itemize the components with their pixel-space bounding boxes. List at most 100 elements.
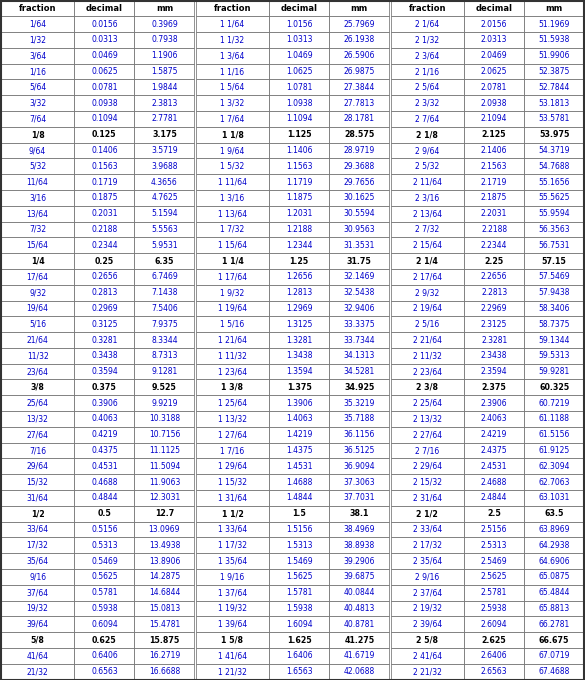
- Bar: [135, 48, 194, 64]
- Text: 21/64: 21/64: [27, 335, 49, 345]
- Bar: [74, 553, 135, 569]
- Bar: [195, 143, 269, 158]
- Text: 38.1: 38.1: [350, 509, 369, 518]
- Bar: [195, 190, 269, 206]
- Bar: [195, 379, 269, 395]
- Bar: [524, 16, 584, 32]
- Bar: [524, 600, 584, 616]
- Bar: [391, 253, 464, 269]
- Text: 1 3/16: 1 3/16: [221, 193, 245, 203]
- Bar: [195, 616, 269, 632]
- Bar: [1, 648, 74, 664]
- Text: 2.2031: 2.2031: [481, 209, 507, 218]
- Bar: [195, 301, 269, 316]
- Text: 2 5/32: 2 5/32: [415, 162, 439, 171]
- Bar: [391, 522, 464, 537]
- Text: 64.6906: 64.6906: [538, 556, 570, 566]
- Bar: [195, 32, 269, 48]
- Text: 11/32: 11/32: [27, 352, 49, 360]
- Text: 1.0781: 1.0781: [286, 83, 312, 92]
- Text: 2 17/32: 2 17/32: [413, 541, 442, 549]
- Text: 2 9/16: 2 9/16: [415, 573, 439, 581]
- Text: 2 1/2: 2 1/2: [417, 509, 438, 518]
- Bar: [464, 553, 524, 569]
- Text: 1 13/64: 1 13/64: [218, 209, 247, 218]
- Text: 19/64: 19/64: [26, 304, 49, 313]
- Text: 1 17/32: 1 17/32: [218, 541, 247, 549]
- Bar: [135, 616, 194, 632]
- Bar: [464, 190, 524, 206]
- Bar: [329, 190, 390, 206]
- Text: 0.0469: 0.0469: [91, 51, 118, 61]
- Bar: [135, 474, 194, 490]
- Text: 1.6406: 1.6406: [286, 651, 312, 660]
- Text: 65.0875: 65.0875: [538, 573, 570, 581]
- Text: 1/16: 1/16: [29, 67, 46, 76]
- Text: 5/16: 5/16: [29, 320, 46, 328]
- Text: 3/32: 3/32: [29, 99, 46, 107]
- Text: 1.5156: 1.5156: [286, 525, 312, 534]
- Text: 28.575: 28.575: [344, 131, 374, 139]
- Bar: [464, 458, 524, 474]
- Text: 1 1/8: 1 1/8: [222, 131, 243, 139]
- Text: 0.5: 0.5: [98, 509, 111, 518]
- Text: 0.2969: 0.2969: [91, 304, 118, 313]
- Bar: [1, 64, 74, 80]
- Bar: [391, 569, 464, 585]
- Text: 0.6406: 0.6406: [91, 651, 118, 660]
- Bar: [1, 222, 74, 237]
- Bar: [391, 616, 464, 632]
- Text: 2 39/64: 2 39/64: [412, 619, 442, 629]
- Bar: [391, 648, 464, 664]
- Text: 1.5: 1.5: [292, 509, 306, 518]
- Bar: [135, 206, 194, 222]
- Text: 66.675: 66.675: [539, 636, 569, 645]
- Text: 55.5625: 55.5625: [538, 193, 570, 203]
- Bar: [524, 158, 584, 174]
- Text: 14.2875: 14.2875: [149, 573, 180, 581]
- Bar: [524, 95, 584, 111]
- Text: 2 11/64: 2 11/64: [413, 177, 442, 186]
- Bar: [391, 80, 464, 95]
- Bar: [269, 48, 329, 64]
- Text: 32.1469: 32.1469: [343, 272, 375, 282]
- Text: 2.1406: 2.1406: [481, 146, 507, 155]
- Text: 54.7688: 54.7688: [539, 162, 570, 171]
- Text: 61.5156: 61.5156: [539, 430, 570, 439]
- Text: 35.3219: 35.3219: [343, 398, 375, 408]
- Bar: [1, 127, 74, 143]
- Bar: [524, 32, 584, 48]
- Text: 2 37/64: 2 37/64: [412, 588, 442, 597]
- Text: 1 9/32: 1 9/32: [221, 288, 245, 297]
- Bar: [391, 158, 464, 174]
- Text: 40.4813: 40.4813: [343, 604, 375, 613]
- Text: 56.7531: 56.7531: [538, 241, 570, 250]
- Bar: [74, 411, 135, 427]
- Text: 1.6563: 1.6563: [286, 667, 312, 676]
- Bar: [135, 537, 194, 553]
- Bar: [269, 427, 329, 443]
- Bar: [269, 95, 329, 111]
- Bar: [74, 190, 135, 206]
- Text: 65.4844: 65.4844: [538, 588, 570, 597]
- Bar: [524, 490, 584, 506]
- Bar: [74, 332, 135, 348]
- Text: 1 3/32: 1 3/32: [221, 99, 245, 107]
- Bar: [464, 16, 524, 32]
- Text: 42.0688: 42.0688: [344, 667, 375, 676]
- Bar: [195, 222, 269, 237]
- Bar: [329, 648, 390, 664]
- Bar: [391, 95, 464, 111]
- Text: 3.9688: 3.9688: [151, 162, 178, 171]
- Text: 28.9719: 28.9719: [344, 146, 375, 155]
- Text: 1.6094: 1.6094: [286, 619, 312, 629]
- Text: 17/64: 17/64: [26, 272, 49, 282]
- Bar: [269, 316, 329, 332]
- Bar: [391, 458, 464, 474]
- Bar: [464, 379, 524, 395]
- Text: 0.0313: 0.0313: [91, 35, 118, 44]
- Bar: [195, 585, 269, 600]
- Text: 30.5594: 30.5594: [343, 209, 375, 218]
- Bar: [329, 48, 390, 64]
- Bar: [464, 348, 524, 364]
